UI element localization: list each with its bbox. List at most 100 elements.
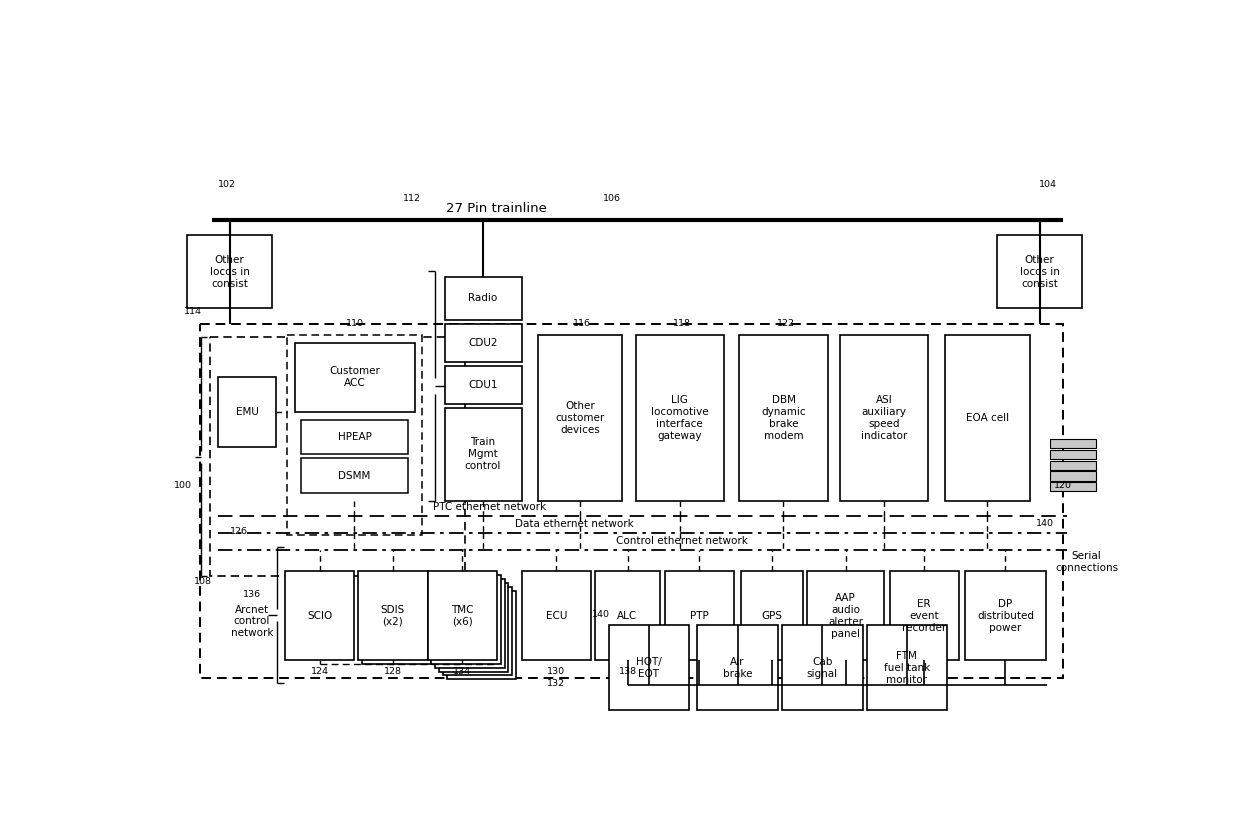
Bar [595,571,660,660]
Text: Other
customer
devices: Other customer devices [556,401,605,435]
Text: CDU2: CDU2 [469,337,497,347]
Bar [889,571,959,660]
Bar [609,625,689,710]
Text: GPS: GPS [761,610,782,620]
Text: EOA cell: EOA cell [966,412,1009,423]
Text: 27 Pin trainline: 27 Pin trainline [446,201,547,215]
Text: 126: 126 [229,527,248,536]
Text: ECU: ECU [546,610,567,620]
Bar [739,335,828,501]
Text: PTC ethernet network: PTC ethernet network [433,502,546,512]
Bar [428,571,497,660]
Text: Radio: Radio [469,293,497,303]
Text: EMU: EMU [236,407,258,417]
Text: Train
Mgmt
control: Train Mgmt control [465,438,501,472]
Bar [211,337,465,576]
Bar [445,366,522,404]
Bar [445,277,522,320]
Text: ASI
auxiliary
speed
indicator: ASI auxiliary speed indicator [861,395,906,441]
Bar [439,583,508,671]
Bar [1050,450,1096,459]
Text: AAP
audio
alerter
panel: AAP audio alerter panel [828,593,863,639]
Text: 112: 112 [403,195,422,203]
Text: 140: 140 [1037,519,1054,529]
Bar [635,335,724,501]
Text: 138: 138 [619,667,637,676]
Text: SCIO: SCIO [308,610,332,620]
Text: HOT/
EOT: HOT/ EOT [636,656,662,679]
Text: 114: 114 [184,307,202,316]
Bar [285,571,355,660]
Text: TMC
(x6): TMC (x6) [451,605,474,627]
Bar [665,571,734,660]
Text: FTM
fuel tank
monitor: FTM fuel tank monitor [884,650,930,685]
Text: DP
distributed
power: DP distributed power [977,599,1034,633]
Text: 134: 134 [453,667,471,676]
Bar [443,587,512,676]
Bar [867,625,947,710]
Text: 124: 124 [311,667,329,676]
Text: 140: 140 [591,610,610,619]
Bar [781,625,863,710]
Bar [945,335,1029,501]
Bar [358,571,428,660]
Text: 110: 110 [346,319,363,328]
Bar [295,342,414,412]
Bar [300,458,408,493]
Text: 102: 102 [218,180,237,190]
Text: Serial
connections: Serial connections [1055,551,1118,573]
Text: 120: 120 [1054,481,1071,489]
Text: Other
locos in
consist: Other locos in consist [1019,255,1060,289]
Text: 132: 132 [547,679,565,687]
Bar [965,571,1045,660]
Bar [1050,461,1096,470]
Text: Other
locos in
consist: Other locos in consist [210,255,249,289]
Text: Customer
ACC: Customer ACC [330,367,381,388]
Bar [201,323,1063,678]
Text: ALC: ALC [618,610,637,620]
Bar [218,377,277,447]
Bar [288,335,422,535]
Bar [187,235,272,308]
Bar [1050,439,1096,448]
Bar [445,323,522,362]
Bar [807,571,884,660]
Text: Data ethernet network: Data ethernet network [515,519,634,529]
Text: 116: 116 [573,319,590,328]
Text: DSMM: DSMM [339,471,371,481]
Bar [362,575,432,664]
Text: HPEAP: HPEAP [337,432,372,442]
Bar [446,590,516,679]
Bar [742,571,802,660]
Text: 100: 100 [174,481,192,489]
Text: 108: 108 [193,577,212,586]
Text: 104: 104 [1038,180,1056,190]
Bar [300,420,408,454]
Text: Cab
signal: Cab signal [807,656,838,679]
Bar [538,335,622,501]
Text: 128: 128 [384,667,402,676]
Text: Control ethernet network: Control ethernet network [616,535,748,545]
Text: Air
brake: Air brake [723,656,753,679]
Bar [697,625,777,710]
Text: SDIS
(x2): SDIS (x2) [381,605,405,627]
Bar [1050,482,1096,491]
Text: 130: 130 [547,667,565,676]
Text: DBM
dynamic
brake
modem: DBM dynamic brake modem [761,395,806,441]
Bar [997,235,1083,308]
Bar [432,575,501,664]
Bar [445,408,522,501]
Text: 122: 122 [776,319,795,328]
Text: Arcnet
control
network: Arcnet control network [231,605,273,638]
Text: PTP: PTP [689,610,709,620]
Bar [1050,471,1096,481]
Text: 118: 118 [672,319,691,328]
Text: CDU1: CDU1 [469,380,497,390]
Text: 106: 106 [604,195,621,203]
Bar [435,579,505,668]
Text: ER
event
recorder: ER event recorder [903,599,946,633]
Bar [522,571,590,660]
Text: LIG
locomotive
interface
gateway: LIG locomotive interface gateway [651,395,708,441]
Bar [839,335,928,501]
Text: 136: 136 [243,590,262,599]
